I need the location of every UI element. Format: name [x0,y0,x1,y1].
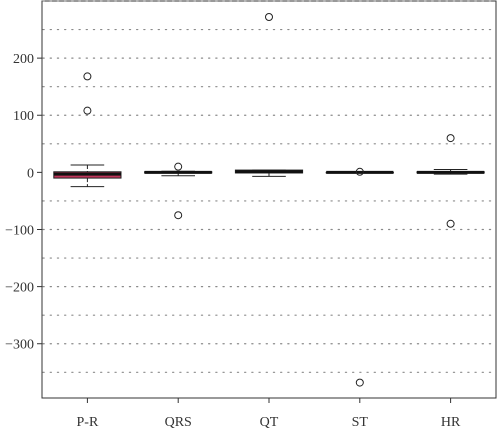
outlier-point [355,378,364,387]
outlier-point [174,162,183,171]
y-tick-label: 0 [27,166,34,181]
outlier-point [355,167,364,176]
y-axis: −300 −200 −100 0 100 200 [5,52,42,353]
box-p-r [53,72,122,188]
boxes [53,12,485,387]
x-tick-label: P-R [77,415,99,430]
y-tick-label: 200 [13,52,34,67]
y-tick-label: −300 [5,338,34,353]
outlier-point [446,134,455,143]
outlier-point [265,12,273,21]
y-tick-label: 100 [13,109,34,124]
y-tick-label: −200 [5,281,34,296]
box-qrs [144,162,213,220]
x-tick-label: QT [260,415,279,430]
box-qt [234,12,304,177]
x-axis: P-R QRS QT ST HR [77,398,461,430]
x-tick-label: ST [352,415,369,430]
plot-frame [41,0,497,399]
box-hr [416,134,485,228]
outlier-point [83,106,92,115]
x-tick-label: HR [441,415,461,430]
outlier-point [83,72,92,81]
y-tick-label: −100 [5,223,34,238]
outlier-point [446,219,455,228]
outlier-point [174,211,183,220]
box-st [325,167,394,387]
x-tick-label: QRS [165,415,192,430]
